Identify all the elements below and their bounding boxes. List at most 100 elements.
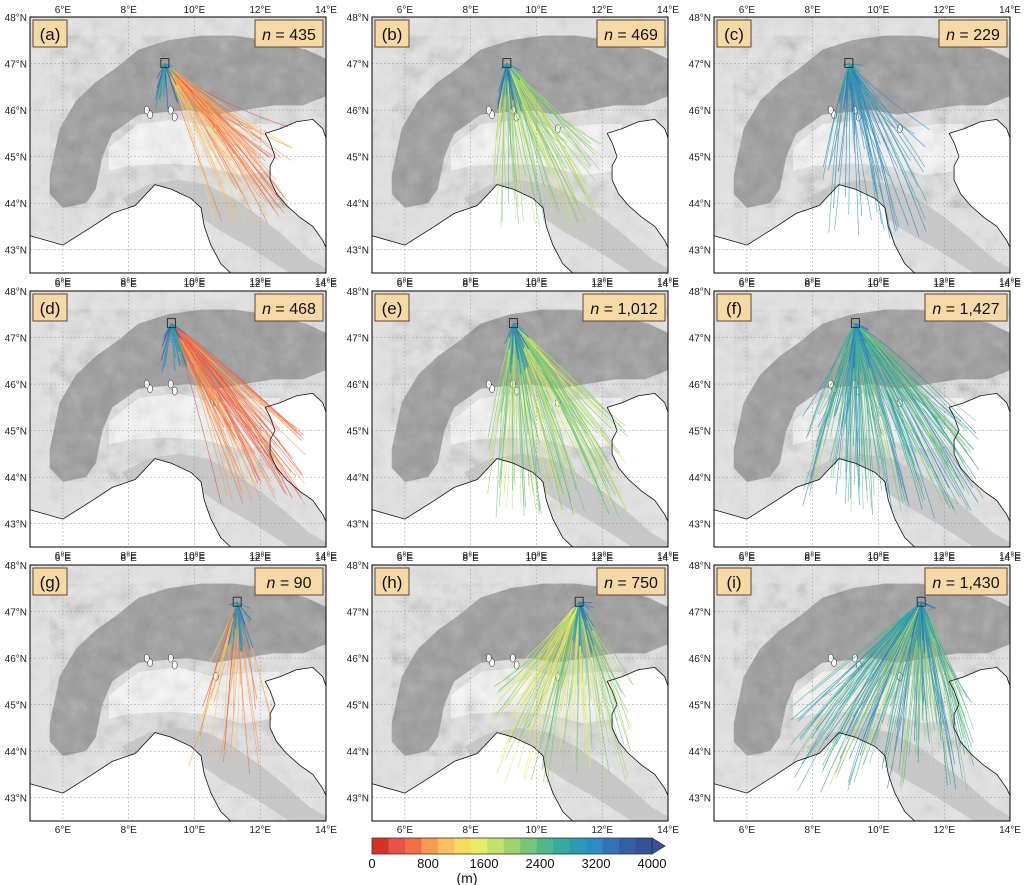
- trajectory: [513, 323, 623, 437]
- trajectory: [506, 63, 579, 224]
- sample-count-symbol: n: [604, 27, 613, 44]
- trajectory-source: [506, 63, 521, 81]
- alps-texture: [49, 309, 326, 482]
- lat-tick-label: 46°N: [5, 654, 27, 665]
- lat-tick-label: 44°N: [347, 747, 369, 758]
- lon-tick-label-bottom: 6°E: [739, 551, 756, 562]
- lon-tick-label-bottom: 14°E: [657, 825, 679, 836]
- coastline: [265, 118, 326, 139]
- lon-tick-label-top: 10°E: [868, 553, 890, 564]
- panel-label-text: (g): [40, 573, 61, 592]
- trajectory-source: [852, 323, 857, 353]
- trajectory-bundle: [490, 601, 634, 784]
- sample-count: n = 750: [596, 567, 666, 596]
- trajectory-source: [154, 63, 166, 110]
- lat-tick-label: 47°N: [5, 60, 27, 71]
- panel-label: (g): [32, 567, 68, 596]
- coastline: [949, 666, 1010, 687]
- lake: [171, 112, 178, 122]
- trajectory: [809, 323, 856, 428]
- coastline: [949, 118, 1010, 139]
- trajectory-source: [500, 63, 508, 68]
- lat-tick-label: 45°N: [347, 427, 369, 438]
- alps-texture: [391, 583, 668, 756]
- trajectory: [799, 601, 922, 741]
- lat-tick-label: 46°N: [5, 380, 27, 391]
- source-region-box: [850, 318, 860, 329]
- trajectory: [506, 63, 591, 166]
- lat-tick-label: 48°N: [5, 13, 27, 24]
- lon-tick-label-bottom: 6°E: [55, 551, 72, 562]
- trajectory: [797, 601, 922, 720]
- map-panel-g: 6°E 6°E 8°E 8°E 10°E 10°E 12°E 12°E 14°E 14°E 48°N…: [5, 553, 338, 836]
- sample-count-box: [596, 567, 666, 596]
- colorbar-segment: [520, 838, 538, 854]
- lat-tick-label: 48°N: [689, 287, 711, 298]
- lon-tick-label-top: 12°E: [249, 5, 271, 16]
- alps-texture: [733, 309, 1010, 482]
- coastline: [714, 732, 915, 821]
- lon-tick-label-top: 14°E: [315, 553, 337, 564]
- source-region-box: [160, 58, 170, 69]
- coastline: [607, 118, 668, 139]
- lon-tick-label-bottom: 14°E: [315, 277, 337, 288]
- lat-tick-label: 43°N: [5, 246, 27, 257]
- lat-tick-label: 44°N: [689, 747, 711, 758]
- trajectory: [815, 602, 922, 730]
- trajectory: [164, 63, 268, 181]
- sample-count-value: = 229: [955, 27, 1000, 44]
- colorbar-segment: [388, 838, 406, 854]
- lake: [171, 660, 178, 670]
- trajectory-source: [236, 601, 251, 623]
- coastline: [949, 392, 1010, 413]
- map-area: [30, 291, 326, 547]
- trajectory: [578, 602, 593, 747]
- panel-label-box: [716, 293, 752, 322]
- trajectory: [506, 63, 567, 145]
- trajectory: [171, 323, 304, 436]
- trajectory: [164, 63, 292, 149]
- panel-label: (b): [374, 19, 410, 48]
- ligurian-sea: [714, 458, 915, 547]
- colorbar-frame: [371, 837, 653, 855]
- map-area: [714, 565, 1010, 821]
- map-area: [714, 291, 1010, 547]
- trajectory-source: [843, 63, 850, 110]
- lon-tick-label-top: 8°E: [805, 279, 822, 290]
- lon-tick-label-top: 14°E: [315, 5, 337, 16]
- alps-texture: [391, 35, 668, 208]
- trajectory-source: [170, 323, 188, 362]
- lon-tick-label-top: 14°E: [999, 5, 1021, 16]
- trajectory: [814, 323, 856, 481]
- sample-count-value: = 750: [613, 575, 658, 592]
- trajectory-bundle: [789, 601, 975, 793]
- trajectory-source: [164, 63, 179, 103]
- lat-tick-label: 44°N: [347, 199, 369, 210]
- lon-tick-label-bottom: 10°E: [868, 277, 890, 288]
- colorbar-segment: [421, 838, 439, 854]
- trajectory-source: [505, 63, 508, 96]
- trajectory-source: [574, 602, 580, 635]
- trajectory: [822, 601, 922, 772]
- lon-tick-label-top: 12°E: [591, 279, 613, 290]
- coastline: [264, 681, 326, 796]
- lat-tick-label: 47°N: [347, 60, 369, 71]
- trajectory: [527, 602, 580, 740]
- panel-label-box: [32, 293, 68, 322]
- sample-count-value: = 1,012: [599, 301, 657, 318]
- colorbar-segment: [404, 838, 422, 854]
- lat-tick-label: 43°N: [5, 520, 27, 531]
- panel-label-box: [374, 19, 410, 48]
- lat-tick-label: 44°N: [347, 473, 369, 484]
- trajectory: [171, 323, 277, 502]
- trajectory: [825, 602, 922, 741]
- lat-tick-label: 47°N: [347, 608, 369, 619]
- po-valley: [108, 667, 280, 724]
- alps-texture: [49, 35, 326, 208]
- sample-count-symbol: n: [932, 301, 941, 318]
- sample-count-box: [254, 293, 324, 322]
- sample-count: n = 469: [596, 19, 666, 48]
- map-area: [30, 17, 326, 273]
- trajectory: [513, 323, 614, 510]
- lon-tick-label-top: 12°E: [933, 5, 955, 16]
